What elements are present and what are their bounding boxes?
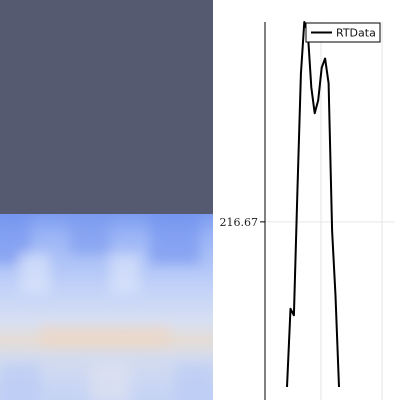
render-view-3d[interactable]	[0, 0, 213, 400]
series-line-rtdata	[286, 21, 340, 388]
y-tick-label: 216.67	[220, 216, 259, 229]
legend-label-rtdata: RTData	[336, 27, 376, 40]
y-axis-ticks: 216.67	[220, 216, 265, 229]
slice-surface	[0, 214, 213, 400]
legend-box	[305, 22, 381, 43]
render-background	[0, 0, 213, 214]
chart-grid	[265, 22, 395, 400]
line-chart: 216.67 RTData	[220, 21, 395, 400]
line-chart-view[interactable]: 216.67 RTData	[213, 0, 400, 400]
chart-legend[interactable]: RTData	[305, 22, 381, 43]
